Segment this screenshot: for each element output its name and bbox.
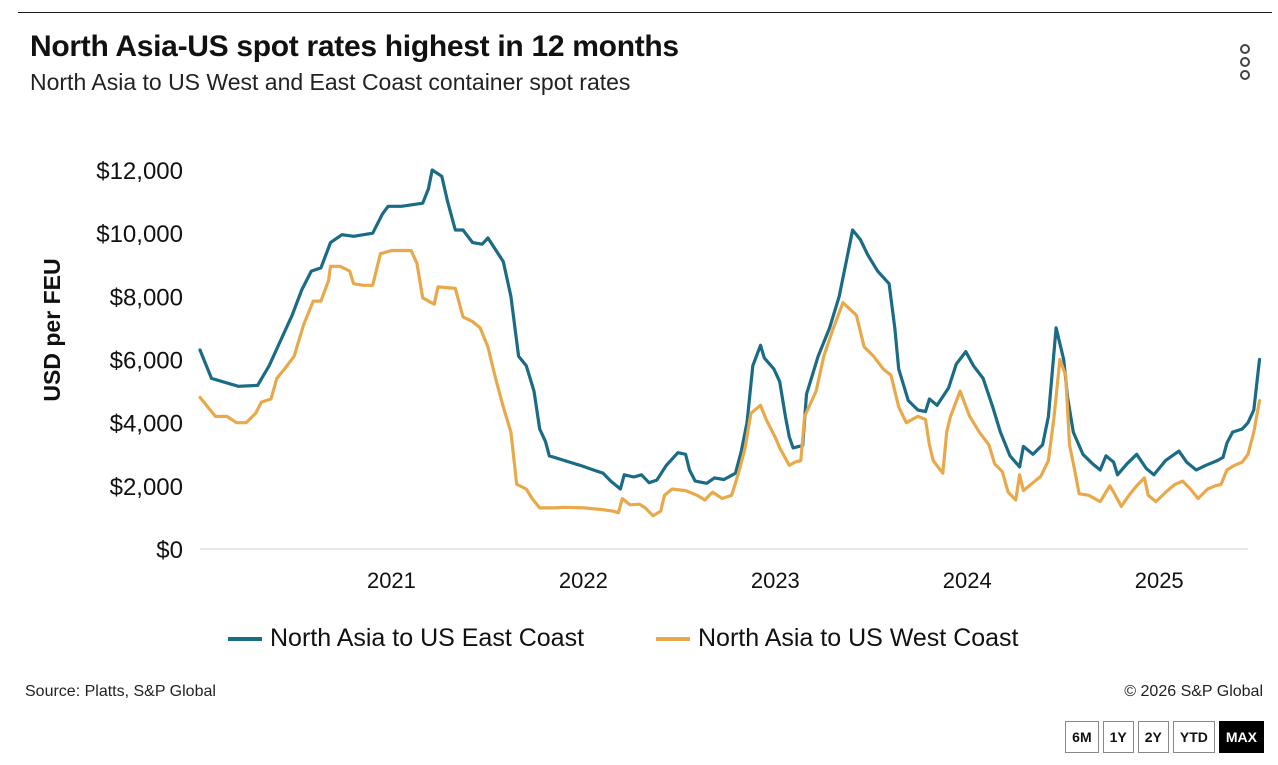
x-tick-label: 2025 xyxy=(1135,568,1184,593)
kebab-dot xyxy=(1240,57,1250,67)
range-button-ytd[interactable]: YTD xyxy=(1172,721,1215,753)
range-button-max[interactable]: MAX xyxy=(1218,721,1264,753)
y-tick-label: $0 xyxy=(156,537,183,564)
legend-label-east-coast: North Asia to US East Coast xyxy=(270,624,585,652)
line-chart: $0 $2,000 $4,000 $6,000 $8,000 $10,000 $12,000… xyxy=(39,158,1262,593)
x-tick-label: 2022 xyxy=(559,568,608,593)
chart-title: North Asia-US spot rates highest in 12 m… xyxy=(30,30,679,63)
range-button-6m[interactable]: 6M xyxy=(1065,721,1099,753)
x-tick-label: 2021 xyxy=(367,568,416,593)
series-line-west-coast xyxy=(198,248,1262,518)
chart-subtitle: North Asia to US West and East Coast con… xyxy=(30,69,631,95)
y-tick-label: $6,000 xyxy=(110,348,183,375)
range-button-1y[interactable]: 1Y xyxy=(1102,721,1134,753)
legend-swatch-west-coast xyxy=(656,636,690,641)
range-button-2y[interactable]: 2Y xyxy=(1137,721,1169,753)
y-tick-label: $12,000 xyxy=(96,158,183,185)
kebab-dot xyxy=(1240,44,1250,54)
legend-item-east-coast[interactable]: North Asia to US East Coast xyxy=(228,624,584,653)
y-axis-label: USD per FEU xyxy=(39,258,65,401)
legend-label-west-coast: North Asia to US West Coast xyxy=(698,624,1019,652)
kebab-menu-icon[interactable] xyxy=(1233,42,1255,82)
y-tick-label: $10,000 xyxy=(96,221,183,248)
legend-item-west-coast[interactable]: North Asia to US West Coast xyxy=(656,624,1019,653)
series-line-east-coast xyxy=(198,168,1262,491)
legend: North Asia to US East Coast North Asia t… xyxy=(0,624,1278,658)
range-button-group: 6M 1Y 2Y YTD MAX xyxy=(1065,721,1264,753)
y-tick-label: $8,000 xyxy=(110,284,183,311)
kebab-dot xyxy=(1240,70,1250,80)
y-tick-label: $4,000 xyxy=(110,411,183,438)
x-tick-label: 2024 xyxy=(943,568,992,593)
x-tick-label: 2023 xyxy=(751,568,800,593)
copyright-note: © 2026 S&P Global xyxy=(1124,683,1263,700)
legend-swatch-east-coast xyxy=(228,636,262,641)
source-note: Source: Platts, S&P Global xyxy=(25,683,216,700)
y-tick-label: $2,000 xyxy=(110,474,183,501)
top-rule xyxy=(18,12,1272,13)
